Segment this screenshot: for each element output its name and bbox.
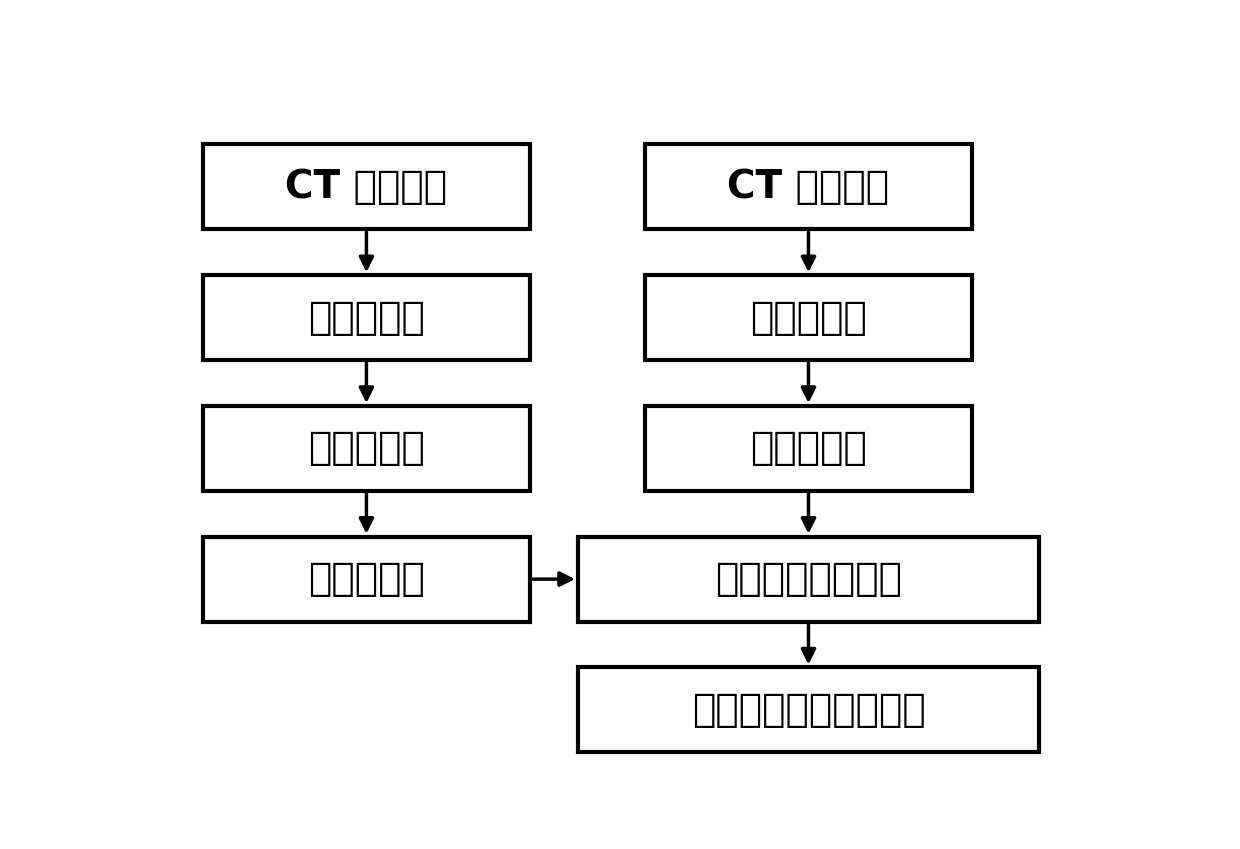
FancyBboxPatch shape bbox=[645, 406, 972, 491]
FancyBboxPatch shape bbox=[203, 144, 529, 229]
FancyBboxPatch shape bbox=[203, 275, 529, 360]
FancyBboxPatch shape bbox=[203, 406, 529, 491]
Text: CT 图像序列: CT 图像序列 bbox=[728, 168, 889, 205]
Text: 图像预处理: 图像预处理 bbox=[750, 299, 867, 336]
Text: 三维重建测量出血区域: 三维重建测量出血区域 bbox=[692, 691, 925, 728]
FancyBboxPatch shape bbox=[578, 667, 1039, 752]
Text: 分类器分类超体素: 分类器分类超体素 bbox=[715, 560, 901, 598]
FancyBboxPatch shape bbox=[578, 537, 1039, 621]
FancyBboxPatch shape bbox=[203, 537, 529, 621]
Text: 图像预处理: 图像预处理 bbox=[308, 299, 425, 336]
Text: 训练分类器: 训练分类器 bbox=[308, 560, 425, 598]
Text: CT 图像序列: CT 图像序列 bbox=[285, 168, 448, 205]
Text: 超体素分割: 超体素分割 bbox=[750, 430, 867, 467]
FancyBboxPatch shape bbox=[645, 144, 972, 229]
Text: 超体素分割: 超体素分割 bbox=[308, 430, 425, 467]
FancyBboxPatch shape bbox=[645, 275, 972, 360]
